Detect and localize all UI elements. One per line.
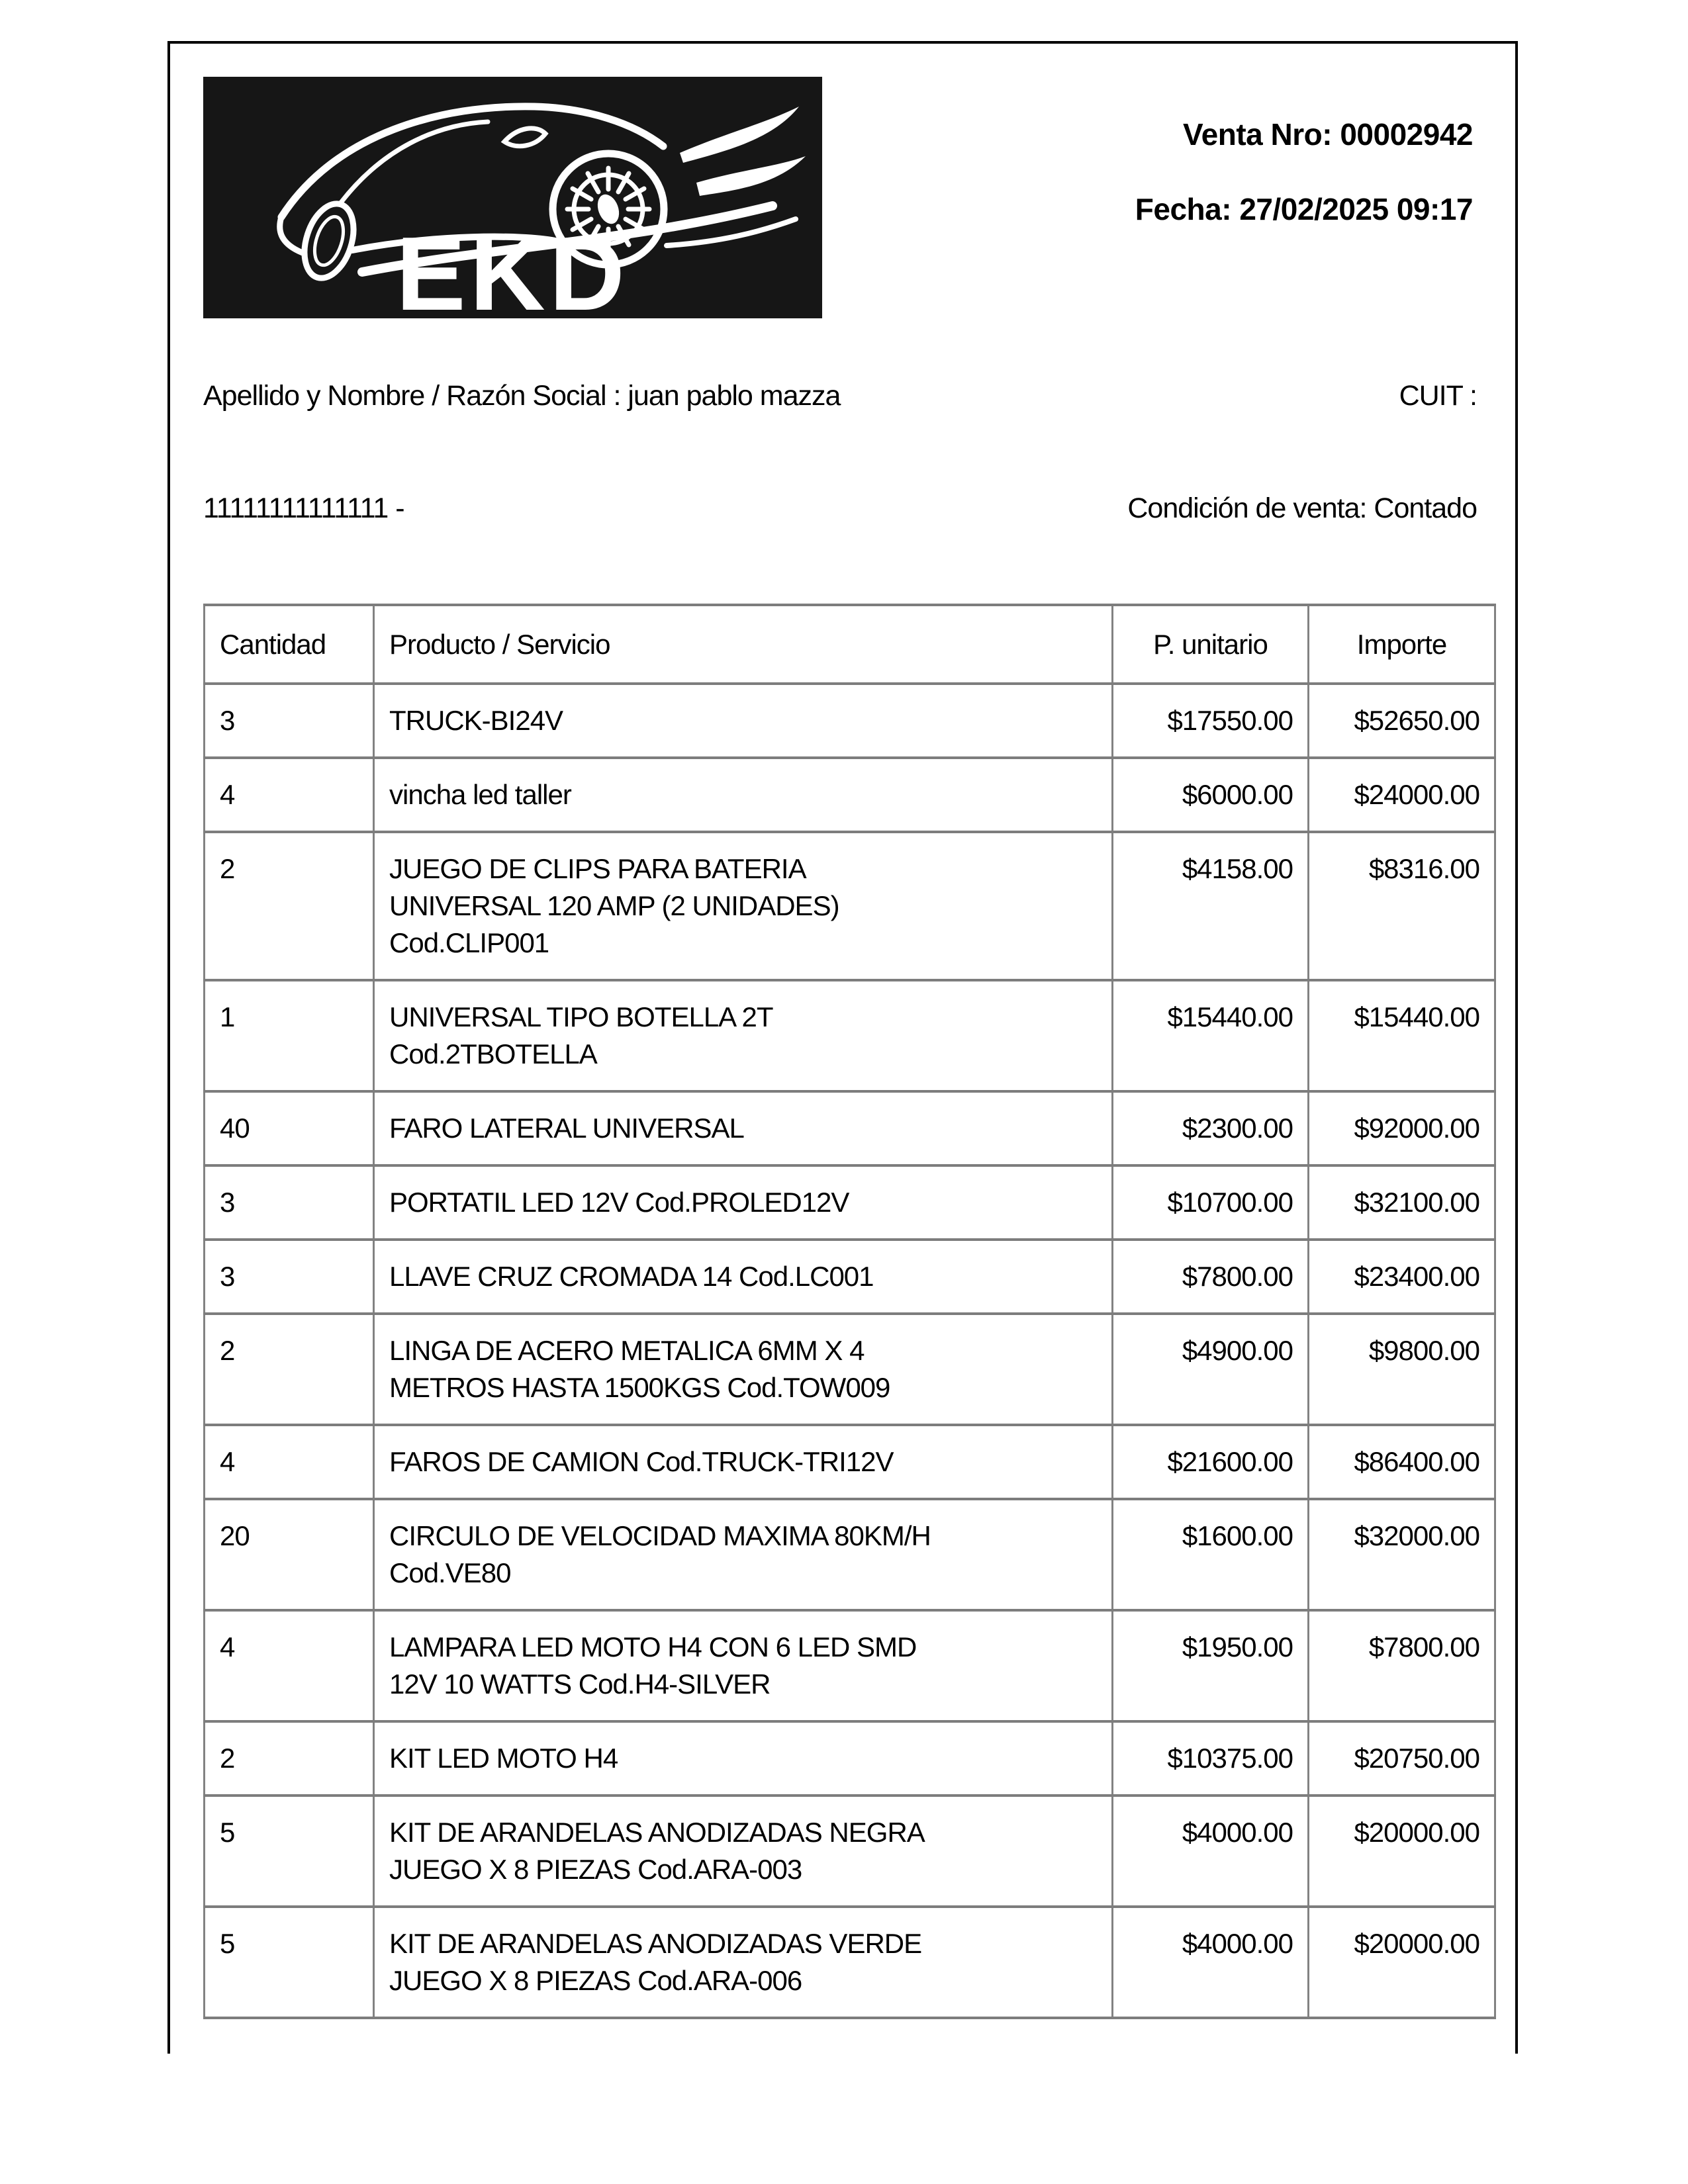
cell-unit: $2300.00 [1111,1090,1309,1167]
cell-product: TRUCK-BI24V [373,682,1113,760]
cell-amount: $24000.00 [1307,756,1496,834]
cell-qty: 20 [203,1498,375,1612]
cell-amount: $9800.00 [1307,1312,1496,1427]
cell-amount: $8316.00 [1307,831,1496,982]
cell-qty: 4 [203,1609,375,1723]
sale-date: Fecha: 27/02/2025 09:17 [1135,191,1474,226]
cell-amount: $23400.00 [1307,1238,1496,1316]
table-row: 4 LAMPARA LED MOTO H4 CON 6 LED SMD 12V 1… [203,1609,1496,1723]
table-row: 2 JUEGO DE CLIPS PARA BATERIA UNIVERSAL 1… [203,831,1496,982]
cell-product: FAROS DE CAMION Cod.TRUCK-TRI12V [373,1424,1113,1501]
col-header-importe: Importe [1307,604,1496,686]
logo-text: EKD [396,216,629,318]
cell-qty: 1 [203,979,375,1093]
cell-product: FARO LATERAL UNIVERSAL [373,1090,1113,1167]
cell-amount: $32100.00 [1307,1164,1496,1242]
table-row: 1 UNIVERSAL TIPO BOTELLA 2T Cod.2TBOTELLA… [203,979,1496,1093]
cuit-value: 11111111111111 - [203,492,405,524]
table-row: 2 KIT LED MOTO H4 $10375.00 $20750.00 [203,1720,1496,1797]
cell-qty: 2 [203,1312,375,1427]
customer-row-2: 11111111111111 - Condición de venta: Con… [203,492,1477,526]
cell-unit: $4000.00 [1111,1794,1309,1909]
table-row: 4 FAROS DE CAMION Cod.TRUCK-TRI12V $21600.… [203,1424,1496,1501]
cell-unit: $1950.00 [1111,1609,1309,1723]
items-header-row: Cantidad Producto / Servicio P. unitario… [203,604,1496,686]
logo-background [203,77,822,318]
page-frame: EKD Venta Nro: 00002942 Fecha: 27/02/202… [167,41,1518,2054]
col-header-cantidad: Cantidad [203,604,375,686]
speed-flames-icon [680,107,806,196]
table-row: 20 CIRCULO DE VELOCIDAD MAXIMA 80KM/H Cod… [203,1498,1496,1612]
table-row: 4 vincha led taller $6000.00 $24000.00 [203,756,1496,834]
cell-qty: 2 [203,831,375,982]
cell-amount: $20000.00 [1307,1905,1496,2020]
table-row: 3 PORTATIL LED 12V Cod.PROLED12V $10700.00… [203,1164,1496,1242]
cell-unit: $10375.00 [1111,1720,1309,1797]
customer-name: Apellido y Nombre / Razón Social : juan … [203,380,841,412]
cell-product: KIT DE ARANDELAS ANODIZADAS NEGRA JUEGO … [373,1794,1113,1909]
sale-number: Venta Nro: 00002942 [1183,117,1474,152]
cell-qty: 3 [203,682,375,760]
cell-amount: $52650.00 [1307,682,1496,760]
company-logo: EKD [203,77,822,318]
cell-qty: 2 [203,1720,375,1797]
table-row: 40 FARO LATERAL UNIVERSAL $2300.00 $92000.0… [203,1090,1496,1167]
cell-unit: $17550.00 [1111,682,1309,760]
cell-qty: 4 [203,756,375,834]
cuit-label: CUIT : [1399,380,1477,412]
cell-unit: $4000.00 [1111,1905,1309,2020]
cell-unit: $10700.00 [1111,1164,1309,1242]
table-row: 5 KIT DE ARANDELAS ANODIZADAS VERDE JUEGO… [203,1905,1496,2020]
cell-unit: $4900.00 [1111,1312,1309,1427]
car-sketch-icon [277,103,798,281]
cell-product: CIRCULO DE VELOCIDAD MAXIMA 80KM/H Cod.V… [373,1498,1113,1612]
cell-qty: 4 [203,1424,375,1501]
col-header-producto: Producto / Servicio [373,604,1113,686]
table-row: 5 KIT DE ARANDELAS ANODIZADAS NEGRA JUEGO… [203,1794,1496,1909]
table-row: 3 LLAVE CRUZ CROMADA 14 Cod.LC001 $7800.00… [203,1238,1496,1316]
cell-unit: $7800.00 [1111,1238,1309,1316]
cell-product: KIT DE ARANDELAS ANODIZADAS VERDE JUEGO … [373,1905,1113,2020]
cell-product: LINGA DE ACERO METALICA 6MM X 4 METROS H… [373,1312,1113,1427]
customer-row-1: Apellido y Nombre / Razón Social : juan … [203,379,1477,414]
cell-unit: $15440.00 [1111,979,1309,1093]
cell-amount: $20000.00 [1307,1794,1496,1909]
cell-unit: $6000.00 [1111,756,1309,834]
cell-amount: $15440.00 [1307,979,1496,1093]
table-row: 2 LINGA DE ACERO METALICA 6MM X 4 METROS … [203,1312,1496,1427]
items-body: 3 TRUCK-BI24V $17550.00 $52650.00 4 vincha le… [203,682,1496,2020]
col-header-punitario: P. unitario [1111,604,1309,686]
cell-product: LAMPARA LED MOTO H4 CON 6 LED SMD 12V 10… [373,1609,1113,1723]
cell-amount: $92000.00 [1307,1090,1496,1167]
cell-qty: 40 [203,1090,375,1167]
sale-meta: Venta Nro: 00002942 Fecha: 27/02/2025 09… [1135,117,1474,226]
cell-unit: $1600.00 [1111,1498,1309,1612]
cell-qty: 5 [203,1905,375,2020]
cell-qty: 3 [203,1164,375,1242]
cell-qty: 5 [203,1794,375,1909]
cell-product: KIT LED MOTO H4 [373,1720,1113,1797]
cell-amount: $20750.00 [1307,1720,1496,1797]
sale-condition: Condición de venta: Contado [1127,492,1477,524]
cell-unit: $21600.00 [1111,1424,1309,1501]
cell-product: JUEGO DE CLIPS PARA BATERIA UNIVERSAL 12… [373,831,1113,982]
cell-product: UNIVERSAL TIPO BOTELLA 2T Cod.2TBOTELLA [373,979,1113,1093]
cell-amount: $86400.00 [1307,1424,1496,1501]
cell-product: LLAVE CRUZ CROMADA 14 Cod.LC001 [373,1238,1113,1316]
table-row: 3 TRUCK-BI24V $17550.00 $52650.00 [203,682,1496,760]
cell-product: PORTATIL LED 12V Cod.PROLED12V [373,1164,1113,1242]
cell-amount: $7800.00 [1307,1609,1496,1723]
cell-product: vincha led taller [373,756,1113,834]
cell-amount: $32000.00 [1307,1498,1496,1612]
cell-qty: 3 [203,1238,375,1316]
cell-unit: $4158.00 [1111,831,1309,982]
items-table: Cantidad Producto / Servicio P. unitario… [203,604,1496,2020]
